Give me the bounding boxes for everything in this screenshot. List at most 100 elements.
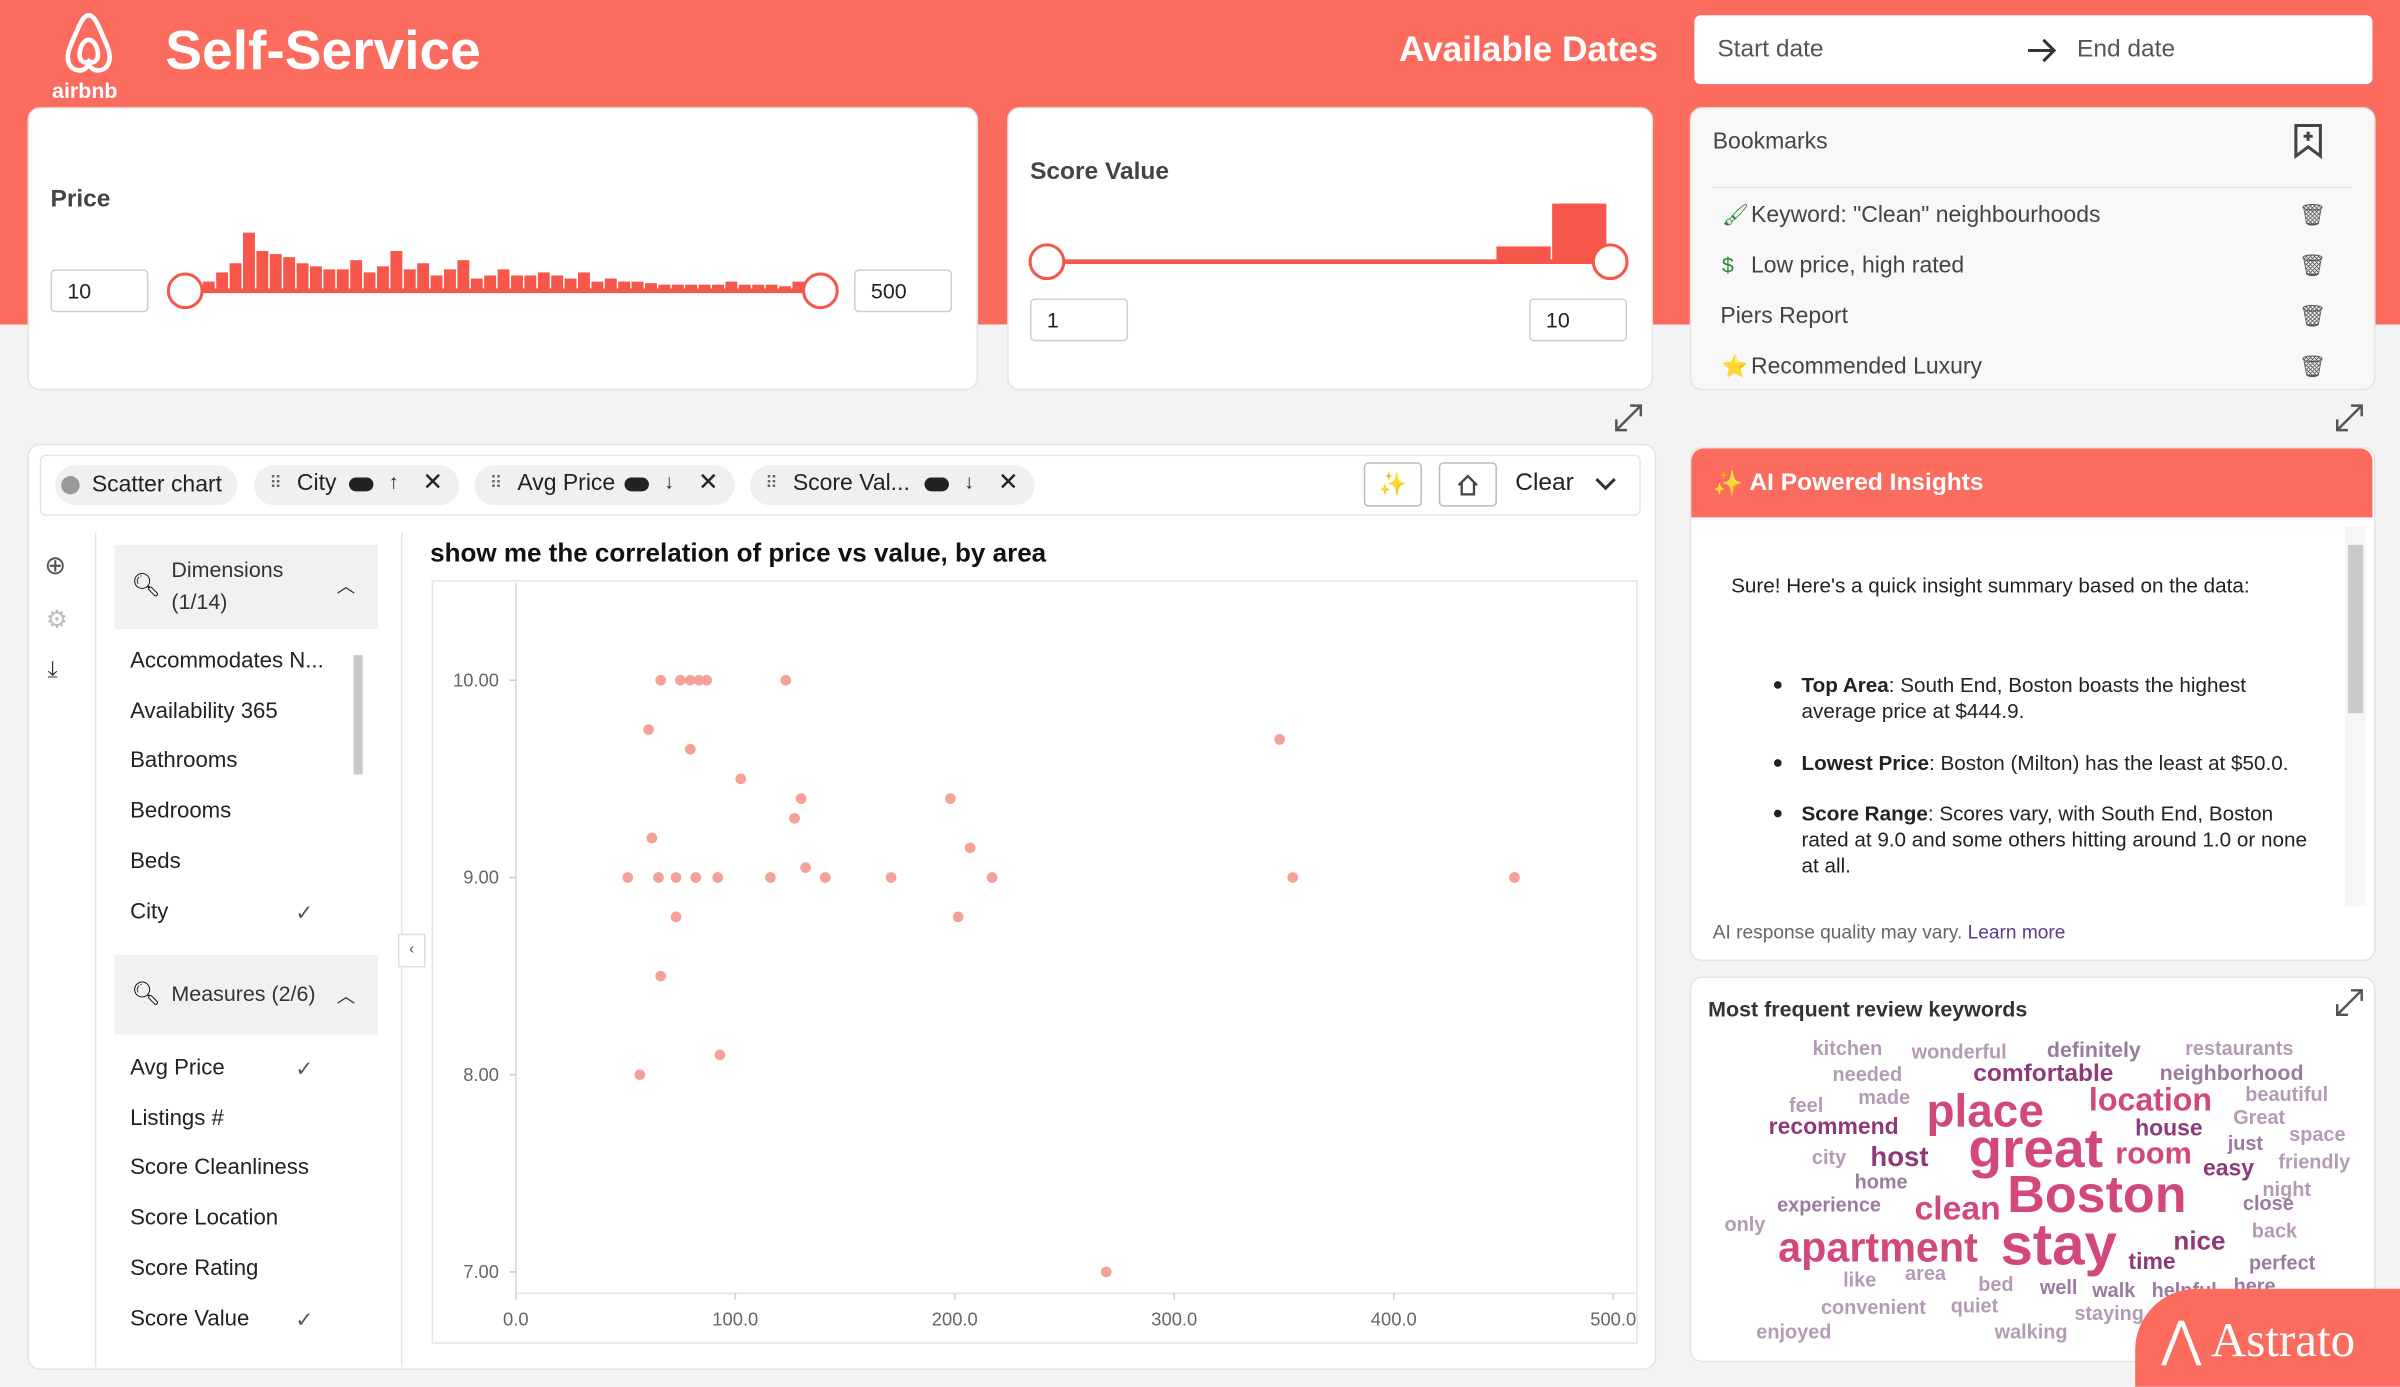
histogram-bar bbox=[658, 284, 671, 291]
expand-icon[interactable] bbox=[2334, 403, 2365, 434]
collapse-panel[interactable]: ‹ bbox=[397, 933, 426, 968]
delete-icon[interactable]: 🗑︎ bbox=[2298, 303, 2327, 328]
chart-type-pill[interactable]: Scatter chart bbox=[55, 465, 238, 506]
x-tick-label: 400.0 bbox=[1371, 1308, 1417, 1329]
field-item[interactable]: Avg Price bbox=[130, 1056, 225, 1081]
y-tick-label: 9.00 bbox=[463, 867, 499, 888]
delete-icon[interactable]: 🗑︎ bbox=[2298, 252, 2327, 278]
field-item[interactable]: Score Location bbox=[130, 1206, 279, 1231]
keyword: area bbox=[1905, 1263, 1947, 1285]
histogram-bar bbox=[457, 260, 470, 291]
histogram-bar bbox=[417, 263, 430, 291]
scrollbar[interactable] bbox=[353, 643, 366, 938]
field-item[interactable]: Score Cleanliness bbox=[130, 1156, 309, 1181]
histogram-bar bbox=[725, 281, 738, 291]
expand-icon[interactable] bbox=[1613, 403, 1644, 434]
x-tick-label: 300.0 bbox=[1151, 1308, 1197, 1329]
bookmarks-card bbox=[1689, 107, 2376, 391]
end-date[interactable]: End date bbox=[2077, 36, 2176, 63]
ai-button[interactable]: ✨ bbox=[1363, 462, 1422, 507]
remove-icon[interactable]: ✕ bbox=[422, 469, 443, 496]
keyword: feel bbox=[1789, 1095, 1823, 1117]
price-min[interactable]: 10 bbox=[50, 269, 149, 313]
field-item[interactable]: Beds bbox=[130, 849, 181, 874]
app-title: Self-Service bbox=[165, 18, 481, 82]
histogram-bar bbox=[698, 284, 711, 291]
home-button[interactable] bbox=[1438, 462, 1497, 507]
drag-icon: ⠿ bbox=[489, 474, 503, 493]
histogram-bar bbox=[229, 263, 242, 291]
histogram-bar bbox=[497, 269, 510, 291]
histogram-bar bbox=[604, 278, 617, 291]
toggle-icon[interactable] bbox=[348, 477, 374, 492]
expand-icon[interactable] bbox=[2334, 987, 2365, 1018]
keyword: clean bbox=[1915, 1191, 2001, 1228]
field-item[interactable]: Score Rating bbox=[130, 1256, 259, 1281]
toggle-icon[interactable] bbox=[924, 477, 949, 492]
bullet-dot bbox=[1773, 759, 1782, 767]
bookmark-label[interactable]: Keyword: "Clean" neighbourhoods bbox=[1751, 202, 2101, 229]
start-date[interactable]: Start date bbox=[1717, 36, 1824, 63]
score-max[interactable]: 10 bbox=[1529, 298, 1628, 342]
bookmarks-title: Bookmarks bbox=[1712, 128, 1828, 155]
histogram-bar bbox=[1496, 246, 1551, 262]
field-item[interactable]: City bbox=[130, 899, 169, 924]
bookmark-label[interactable]: Piers Report bbox=[1720, 303, 1849, 330]
histogram-bar bbox=[363, 272, 376, 291]
remove-icon[interactable]: ✕ bbox=[697, 469, 719, 496]
learn-more[interactable]: Learn more bbox=[1967, 921, 2066, 943]
scatter-point bbox=[735, 773, 747, 785]
toggle-icon[interactable] bbox=[624, 477, 649, 492]
bookmark-label[interactable]: Low price, high rated bbox=[1751, 252, 1965, 279]
field-item[interactable]: Bedrooms bbox=[130, 799, 232, 824]
histogram-bar bbox=[202, 281, 215, 291]
pill-label: Avg Price bbox=[517, 469, 616, 496]
keyword: host bbox=[1870, 1141, 1928, 1172]
field-item[interactable]: Accommodates N... bbox=[130, 648, 324, 674]
remove-icon[interactable]: ✕ bbox=[997, 469, 1019, 496]
field-item[interactable]: Bathrooms bbox=[130, 749, 238, 774]
bookmark-icon: $ bbox=[1721, 252, 1734, 278]
bookmark-label[interactable]: Recommended Luxury bbox=[1751, 353, 1983, 380]
keyword: convenient bbox=[1821, 1297, 1926, 1319]
clear-button[interactable]: Clear bbox=[1515, 469, 1574, 496]
sort-icon[interactable]: ↓ bbox=[664, 469, 675, 493]
dropdown-icon[interactable] bbox=[1593, 474, 1617, 492]
field-pill[interactable] bbox=[474, 465, 735, 506]
score-min[interactable]: 1 bbox=[1030, 298, 1129, 342]
measures-header[interactable] bbox=[114, 955, 379, 1035]
price-max[interactable]: 500 bbox=[854, 269, 953, 313]
keyword: comfortable bbox=[1973, 1060, 2113, 1087]
x-tick-label: 100.0 bbox=[712, 1308, 758, 1329]
keyword: experience bbox=[1777, 1194, 1881, 1216]
scrollbar[interactable] bbox=[2344, 526, 2367, 907]
bookmark-icon: 🖌 bbox=[1721, 202, 1750, 227]
add-icon[interactable]: ⊕ bbox=[44, 551, 67, 581]
delete-icon[interactable]: 🗑︎ bbox=[2298, 353, 2327, 379]
search-icon: 🔍︎ bbox=[131, 572, 161, 599]
bullet: Top Area: South End, Boston boasts the h… bbox=[1802, 672, 2322, 724]
field-item[interactable]: Availability 365 bbox=[130, 699, 278, 724]
collapse-icon[interactable]: ︿ bbox=[336, 575, 356, 597]
slider-handle bbox=[166, 272, 204, 310]
brand-text: ⋀ Astrato bbox=[2161, 1310, 2355, 1368]
download-icon[interactable]: ⤓ bbox=[47, 656, 58, 683]
histogram-bar bbox=[323, 269, 336, 291]
keyword: stay bbox=[2000, 1212, 2117, 1277]
field-item[interactable]: Listings # bbox=[130, 1106, 224, 1131]
dimensions-header[interactable] bbox=[114, 544, 379, 630]
check-icon: ✓ bbox=[295, 899, 314, 924]
settings-icon[interactable]: ⚙ bbox=[45, 607, 68, 634]
sort-icon[interactable]: ↓ bbox=[964, 469, 975, 493]
brand-badge bbox=[2135, 1288, 2400, 1387]
y-tick-label: 10.00 bbox=[453, 669, 499, 690]
add-bookmark-icon[interactable] bbox=[2291, 122, 2325, 160]
field-pill[interactable] bbox=[749, 465, 1035, 506]
histogram-bar bbox=[444, 269, 456, 291]
delete-icon[interactable]: 🗑︎ bbox=[2298, 202, 2327, 227]
field-item[interactable]: Score Value bbox=[130, 1306, 250, 1331]
sort-icon[interactable]: ↑ bbox=[388, 469, 399, 493]
collapse-icon[interactable]: ︿ bbox=[336, 985, 356, 1008]
toolbar bbox=[39, 454, 1641, 516]
